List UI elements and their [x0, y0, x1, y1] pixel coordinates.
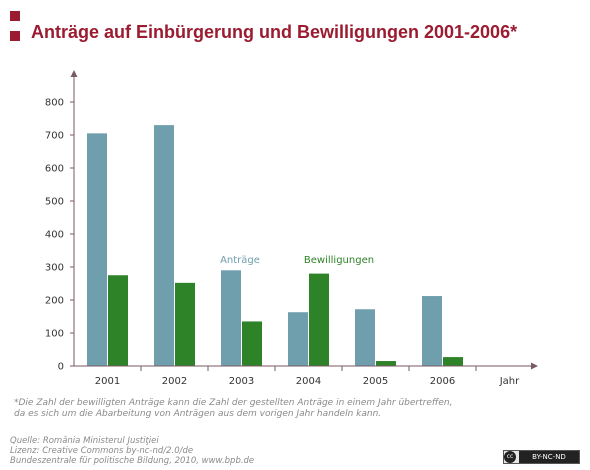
x-tick-label-2006: 2006 [430, 376, 455, 387]
y-tick-label-800: 800 [45, 98, 64, 109]
x-tick-label-2002: 2002 [162, 376, 187, 387]
bar-antraege-2002 [154, 125, 174, 366]
creative-commons-icon: cc [504, 451, 516, 463]
y-tick-label-400: 400 [45, 230, 64, 241]
y-tick-label-200: 200 [45, 296, 64, 307]
bar-bewilligungen-2006 [443, 357, 463, 366]
bar-antraege-2006 [422, 296, 442, 366]
x-axis-arrow [531, 362, 538, 370]
series-annotations: Anträge Bewilligungen [220, 255, 374, 266]
y-tick-label-700: 700 [45, 131, 64, 142]
bar-antraege-2004 [288, 312, 308, 366]
footnote-line-1: *Die Zahl der bewilligten Anträge kann d… [14, 398, 453, 408]
bar-bewilligungen-2002 [175, 282, 195, 366]
footnote-line-2: da es sich um die Abarbeitung von Anträg… [14, 409, 382, 419]
bar-bewilligungen-2003 [242, 321, 262, 366]
source-block: Quelle: România Ministerul Justiţiei Liz… [10, 436, 254, 466]
footnote: *Die Zahl der bewilligten Anträge kann d… [14, 398, 534, 420]
source-line-3: Bundeszentrale für politische Bildung, 2… [10, 456, 255, 466]
series-label-antraege: Anträge [220, 255, 260, 266]
license-badge-text: BY-NC-ND [519, 451, 579, 463]
bars-group [87, 125, 463, 366]
y-tick-label-100: 100 [45, 329, 64, 340]
bar-bewilligungen-2005 [376, 361, 396, 366]
y-tick-label-0: 0 [58, 362, 64, 373]
bar-antraege-2001 [87, 133, 107, 366]
x-tick-label-2005: 2005 [363, 376, 388, 387]
y-tick-label-500: 500 [45, 197, 64, 208]
y-axis-arrow [70, 70, 78, 77]
bar-antraege-2005 [355, 309, 375, 366]
title-marker [10, 31, 20, 41]
license-badge[interactable]: cc BY-NC-ND [503, 450, 580, 464]
bar-bewilligungen-2001 [108, 275, 128, 366]
x-tick-label-2001: 2001 [95, 376, 120, 387]
x-axis-label: Jahr [499, 376, 520, 387]
bar-bewilligungen-2004 [309, 273, 329, 366]
y-tick-label-300: 300 [45, 263, 64, 274]
x-tick-label-2004: 2004 [296, 376, 321, 387]
y-axis: 0 100 200 300 400 500 600 700 800 [45, 70, 78, 373]
y-tick-label-600: 600 [45, 164, 64, 175]
source-line-1: Quelle: România Ministerul Justiţiei [10, 436, 159, 446]
x-axis: 2001 2002 2003 2004 2005 2006 Jahr [70, 362, 538, 387]
title-marker-top [10, 11, 20, 21]
source-line-2: Lizenz: Creative Commons by-nc-nd/2.0/de [10, 446, 194, 456]
series-label-bewilligungen: Bewilligungen [304, 255, 374, 266]
x-tick-label-2003: 2003 [229, 376, 254, 387]
bar-antraege-2003 [221, 270, 241, 366]
page-title: Anträge auf Einbürgerung und Bewilligung… [31, 22, 518, 42]
